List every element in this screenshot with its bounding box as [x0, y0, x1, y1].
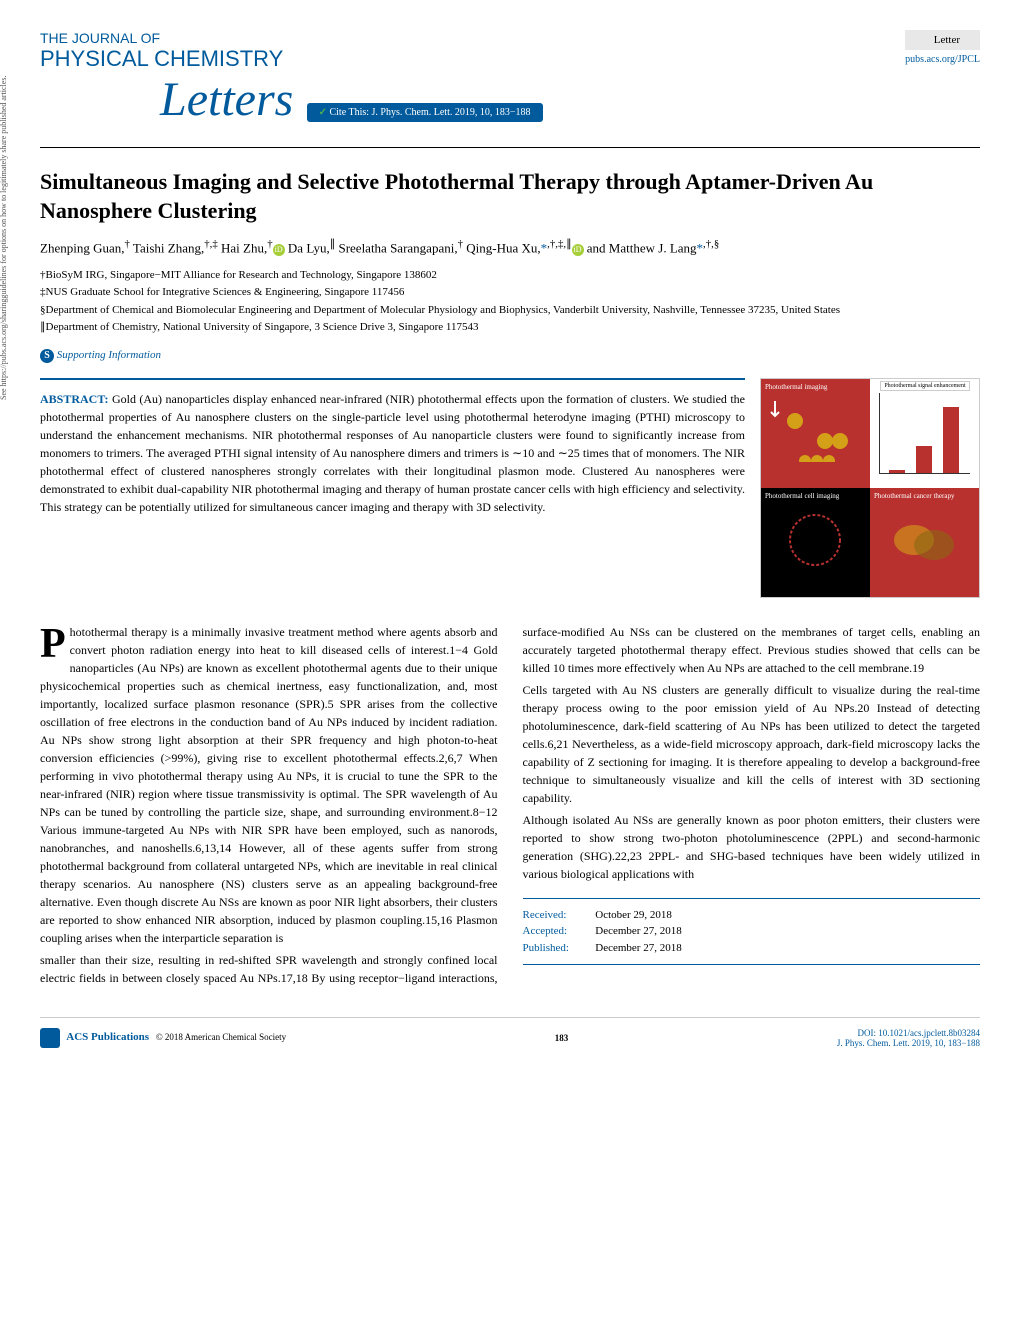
- graphic-q1: Photothermal imaging: [761, 379, 870, 488]
- body-columns: Photothermal therapy is a minimally inva…: [40, 623, 980, 987]
- pubs-link[interactable]: pubs.acs.org/JPCL: [905, 54, 980, 65]
- cancer-therapy-icon: [874, 500, 975, 571]
- journal-prefix: THE JOURNAL OF: [40, 30, 543, 46]
- abstract-text: ABSTRACT: Gold (Au) nanoparticles displa…: [40, 378, 745, 598]
- published-label: Published:: [523, 940, 593, 957]
- supporting-badge: S: [40, 349, 54, 363]
- nanosphere-illustration-icon: [765, 391, 866, 462]
- journal-header: THE JOURNAL OF PHYSICAL CHEMISTRY Letter…: [40, 30, 980, 127]
- received-label: Received:: [523, 907, 593, 924]
- download-sidebar: Downloaded via VANDERBILT UNIV on Februa…: [0, 0, 8, 400]
- body-p4: Although isolated Au NSs are generally k…: [523, 811, 981, 883]
- supporting-text: Supporting Information: [57, 349, 161, 361]
- cite-ref: J. Phys. Chem. Lett. 2019, 10, 183−188: [372, 107, 531, 118]
- affiliation-4: ∥Department of Chemistry, National Unive…: [40, 319, 980, 337]
- journal-physical: PHYSICAL: [40, 46, 148, 71]
- dates-box: Received: October 29, 2018 Accepted: Dec…: [523, 898, 981, 966]
- page-number: 183: [555, 1033, 569, 1043]
- affiliation-2: ‡NUS Graduate School for Integrative Sci…: [40, 284, 980, 302]
- body-p3: Cells targeted with Au NS clusters are g…: [523, 681, 981, 807]
- letter-badge: Letter: [905, 30, 980, 50]
- journal-chemistry: CHEMISTRY: [154, 46, 283, 71]
- graphic-q2: Photothermal signal enhancement: [870, 379, 979, 488]
- orcid-icon[interactable]: iD: [273, 244, 285, 256]
- affiliation-3: §Department of Chemical and Biomolecular…: [40, 302, 980, 320]
- chart-title: Photothermal signal enhancement: [880, 381, 970, 391]
- journal-letters: Letters: [160, 73, 293, 126]
- p1-text: hotothermal therapy is a minimally invas…: [40, 625, 498, 945]
- sidebar-line2: See https://pubs.acs.org/sharingguidelin…: [0, 0, 8, 400]
- date-published-row: Published: December 27, 2018: [523, 940, 981, 957]
- journal-name: PHYSICAL CHEMISTRY: [40, 46, 543, 72]
- cite-this-bar[interactable]: ✓ Cite This: J. Phys. Chem. Lett. 2019, …: [307, 103, 543, 122]
- bar-dimer: [916, 446, 932, 472]
- toc-graphic: Photothermal imaging Photothermal signal…: [760, 378, 980, 598]
- dropcap: P: [40, 623, 70, 661]
- header-right: Letter pubs.acs.org/JPCL: [905, 30, 980, 65]
- header-divider: [40, 147, 980, 148]
- affiliation-1: †BioSyM IRG, Singapore−MIT Alliance for …: [40, 267, 980, 285]
- date-received-row: Received: October 29, 2018: [523, 907, 981, 924]
- acs-publications[interactable]: ACS Publications: [66, 1031, 149, 1043]
- cite-label: Cite This:: [329, 107, 369, 118]
- accepted-label: Accepted:: [523, 923, 593, 940]
- affiliations: †BioSyM IRG, Singapore−MIT Alliance for …: [40, 267, 980, 337]
- q1-label: Photothermal imaging: [765, 383, 866, 391]
- doi-link[interactable]: DOI: 10.1021/acs.jpclett.8b03284: [837, 1028, 980, 1038]
- published-date: December 27, 2018: [595, 942, 681, 954]
- abstract-label: ABSTRACT:: [40, 392, 108, 406]
- supporting-info[interactable]: S Supporting Information: [40, 349, 980, 363]
- q3-label: Photothermal cell imaging: [765, 492, 866, 500]
- check-icon: ✓: [319, 107, 327, 118]
- copyright: © 2018 American Chemical Society: [156, 1032, 286, 1042]
- q4-label: Photothermal cancer therapy: [874, 492, 975, 500]
- journal-title-block: THE JOURNAL OF PHYSICAL CHEMISTRY Letter…: [40, 30, 543, 127]
- footer-page: 183: [555, 1033, 569, 1043]
- footer-left: ACS Publications © 2018 American Chemica…: [40, 1028, 286, 1048]
- abstract-body: Gold (Au) nanoparticles display enhanced…: [40, 392, 745, 514]
- page-footer: ACS Publications © 2018 American Chemica…: [40, 1017, 980, 1048]
- received-date: October 29, 2018: [595, 909, 672, 921]
- abstract-container: ABSTRACT: Gold (Au) nanoparticles displa…: [40, 378, 980, 598]
- authors-line: Zhenping Guan,† Taishi Zhang,†,‡ Hai Zhu…: [40, 237, 980, 256]
- cell-imaging-icon: [765, 500, 866, 571]
- enhancement-bar-chart: Photothermal signal enhancement: [879, 393, 970, 474]
- bar-monomer: [889, 470, 905, 473]
- acs-logo-icon: [40, 1028, 60, 1048]
- footer-ref: J. Phys. Chem. Lett. 2019, 10, 183−188: [837, 1038, 980, 1048]
- accepted-date: December 27, 2018: [595, 925, 681, 937]
- graphic-q4: Photothermal cancer therapy: [870, 488, 979, 597]
- graphic-q3: Photothermal cell imaging: [761, 488, 870, 597]
- body-p1: Photothermal therapy is a minimally inva…: [40, 623, 498, 947]
- date-accepted-row: Accepted: December 27, 2018: [523, 923, 981, 940]
- footer-right: DOI: 10.1021/acs.jpclett.8b03284 J. Phys…: [837, 1028, 980, 1048]
- journal-letters-row: Letters ✓ Cite This: J. Phys. Chem. Lett…: [40, 72, 543, 127]
- bar-trimer: [943, 407, 959, 473]
- article-title: Simultaneous Imaging and Selective Photo…: [40, 168, 980, 225]
- page-container: Downloaded via VANDERBILT UNIV on Februa…: [0, 0, 1020, 1078]
- orcid-icon[interactable]: iD: [572, 244, 584, 256]
